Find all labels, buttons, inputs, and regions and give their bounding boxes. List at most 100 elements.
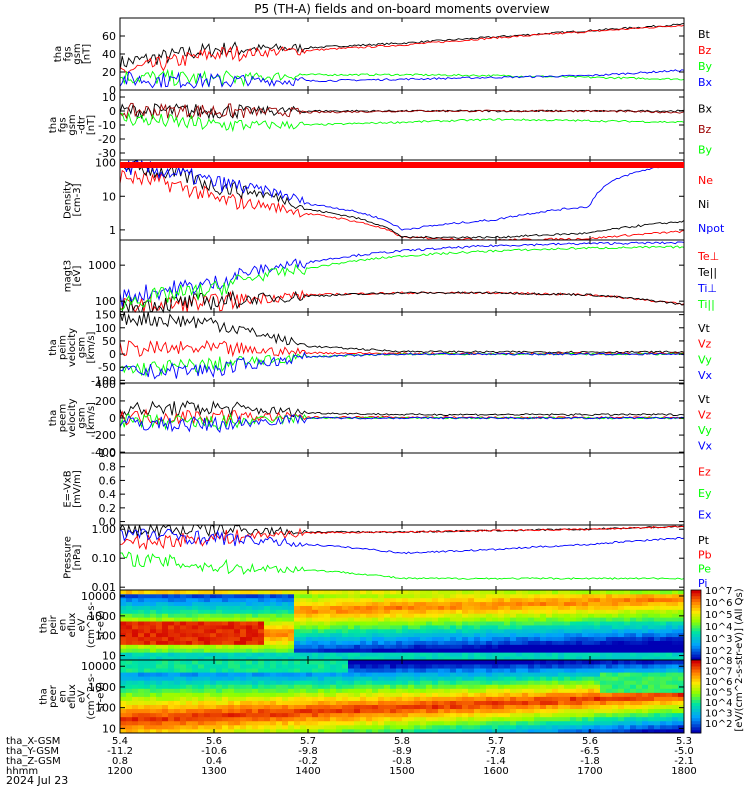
- peir_eflux-cell: [132, 621, 139, 626]
- y-tick-label: 40: [102, 48, 116, 61]
- peer_eflux-cell: [156, 692, 163, 697]
- peer_eflux-cell: [474, 680, 481, 685]
- peir_eflux-cell: [198, 590, 205, 595]
- peer_eflux-cell: [498, 672, 505, 677]
- peer_eflux-cell: [642, 660, 649, 665]
- peir_eflux-cell: [246, 640, 253, 645]
- peir_eflux-cell: [360, 601, 367, 606]
- peir_eflux-cell: [660, 590, 667, 595]
- peir_eflux-cell: [480, 640, 487, 645]
- peer_eflux-cell: [384, 720, 391, 726]
- peir_eflux-cell: [606, 648, 613, 653]
- peer_eflux-cell: [468, 720, 475, 726]
- peir_eflux-cell: [522, 652, 529, 657]
- peer_eflux-cell: [378, 720, 385, 726]
- peer_eflux-cell: [510, 704, 517, 710]
- peir_eflux-cell: [558, 656, 565, 661]
- peir_eflux-cell: [576, 640, 583, 645]
- peer_eflux-cell: [330, 716, 337, 722]
- peir_eflux-cell: [216, 609, 223, 614]
- peir_eflux-cell: [288, 644, 295, 649]
- peir_eflux-cell: [252, 590, 259, 595]
- peir_eflux-cell: [642, 621, 649, 626]
- peir_eflux-cell: [552, 636, 559, 641]
- peir_eflux-cell: [414, 648, 421, 653]
- peir_eflux-cell: [468, 656, 475, 661]
- peir_eflux-cell: [456, 628, 463, 634]
- peer_eflux-cell: [132, 672, 139, 677]
- peer_eflux-cell: [498, 716, 505, 722]
- peir_eflux-cell: [330, 644, 337, 649]
- peir_eflux-cell: [126, 590, 133, 595]
- peir_eflux-cell: [186, 632, 193, 638]
- peir_eflux-cell: [276, 656, 283, 661]
- peir_eflux-cell: [288, 656, 295, 661]
- peir_eflux-cell: [300, 597, 307, 603]
- peir_eflux-cell: [126, 652, 133, 657]
- peer_eflux-cell: [366, 684, 373, 689]
- peir_eflux-cell: [528, 617, 535, 622]
- peir_eflux-cell: [192, 613, 199, 618]
- peer_eflux-cell: [414, 692, 421, 697]
- peir_eflux-cell: [672, 652, 679, 657]
- peer_eflux-cell: [282, 728, 289, 734]
- peir_eflux-cell: [516, 625, 523, 630]
- peir_eflux-cell: [156, 656, 163, 661]
- peir_eflux-cell: [612, 656, 619, 661]
- peer_eflux-cell: [504, 708, 511, 714]
- peir_eflux-cell: [528, 601, 535, 606]
- peir_eflux-cell: [612, 605, 619, 610]
- peer_eflux-cell: [528, 720, 535, 726]
- peer_eflux-cell: [540, 728, 547, 734]
- peir_eflux-cell: [456, 621, 463, 626]
- peer_eflux-cell: [366, 688, 373, 693]
- peir_eflux-cell: [372, 590, 379, 595]
- peer_eflux-cell: [588, 664, 595, 669]
- peir_eflux-cell: [432, 628, 439, 634]
- peer_eflux-cell: [642, 724, 649, 730]
- peir_eflux-cell: [192, 636, 199, 641]
- peer_eflux-cell: [378, 684, 385, 689]
- peer_eflux-cell: [672, 708, 679, 714]
- peer_eflux-cell: [150, 696, 157, 701]
- peir_eflux-cell: [642, 609, 649, 614]
- peir_eflux-cell: [636, 621, 643, 626]
- peer_eflux-cell: [396, 728, 403, 734]
- fgs_gsm-series-Bt: [119, 22, 685, 71]
- peir_eflux-cell: [222, 621, 229, 626]
- peer_eflux-cell: [306, 712, 313, 718]
- peir_eflux-cell: [546, 652, 553, 657]
- peir_eflux-cell: [366, 648, 373, 653]
- peir_eflux-cell: [564, 625, 571, 630]
- peer_eflux-cell: [126, 664, 133, 669]
- peer_eflux-cell: [588, 660, 595, 665]
- peir_eflux-cell: [252, 652, 259, 657]
- peer_eflux-cell: [606, 688, 613, 693]
- peir_eflux-cell: [390, 632, 397, 638]
- peir_eflux-cell: [552, 621, 559, 626]
- peer_eflux-cell: [498, 720, 505, 726]
- peer_eflux-cell: [540, 664, 547, 669]
- peir_eflux-cell: [162, 628, 169, 634]
- peir_eflux-cell: [186, 628, 193, 634]
- peer_eflux-cell: [300, 712, 307, 718]
- y-tick-label: 0: [109, 105, 116, 118]
- peir_eflux-cell: [372, 640, 379, 645]
- peir_eflux-cell: [504, 613, 511, 618]
- peir_eflux-cell: [348, 640, 355, 645]
- peir_eflux-cell: [468, 632, 475, 638]
- peer_eflux-cell: [552, 720, 559, 726]
- peer_eflux-cell: [486, 668, 493, 673]
- peir_eflux-cell: [186, 656, 193, 661]
- peir_eflux-cell: [240, 652, 247, 657]
- peer_eflux-cell: [642, 728, 649, 734]
- peir_eflux-cell: [222, 644, 229, 649]
- temperature-ylabel: magt3[eV]: [62, 260, 83, 293]
- peer_eflux-cell: [516, 696, 523, 701]
- peir_eflux-cell: [480, 597, 487, 603]
- peir_eflux-cell: [420, 613, 427, 618]
- peir_eflux-cell: [522, 625, 529, 630]
- peer_eflux-cell: [522, 684, 529, 689]
- peer_eflux-cell: [240, 676, 247, 681]
- peir_eflux-cell: [558, 640, 565, 645]
